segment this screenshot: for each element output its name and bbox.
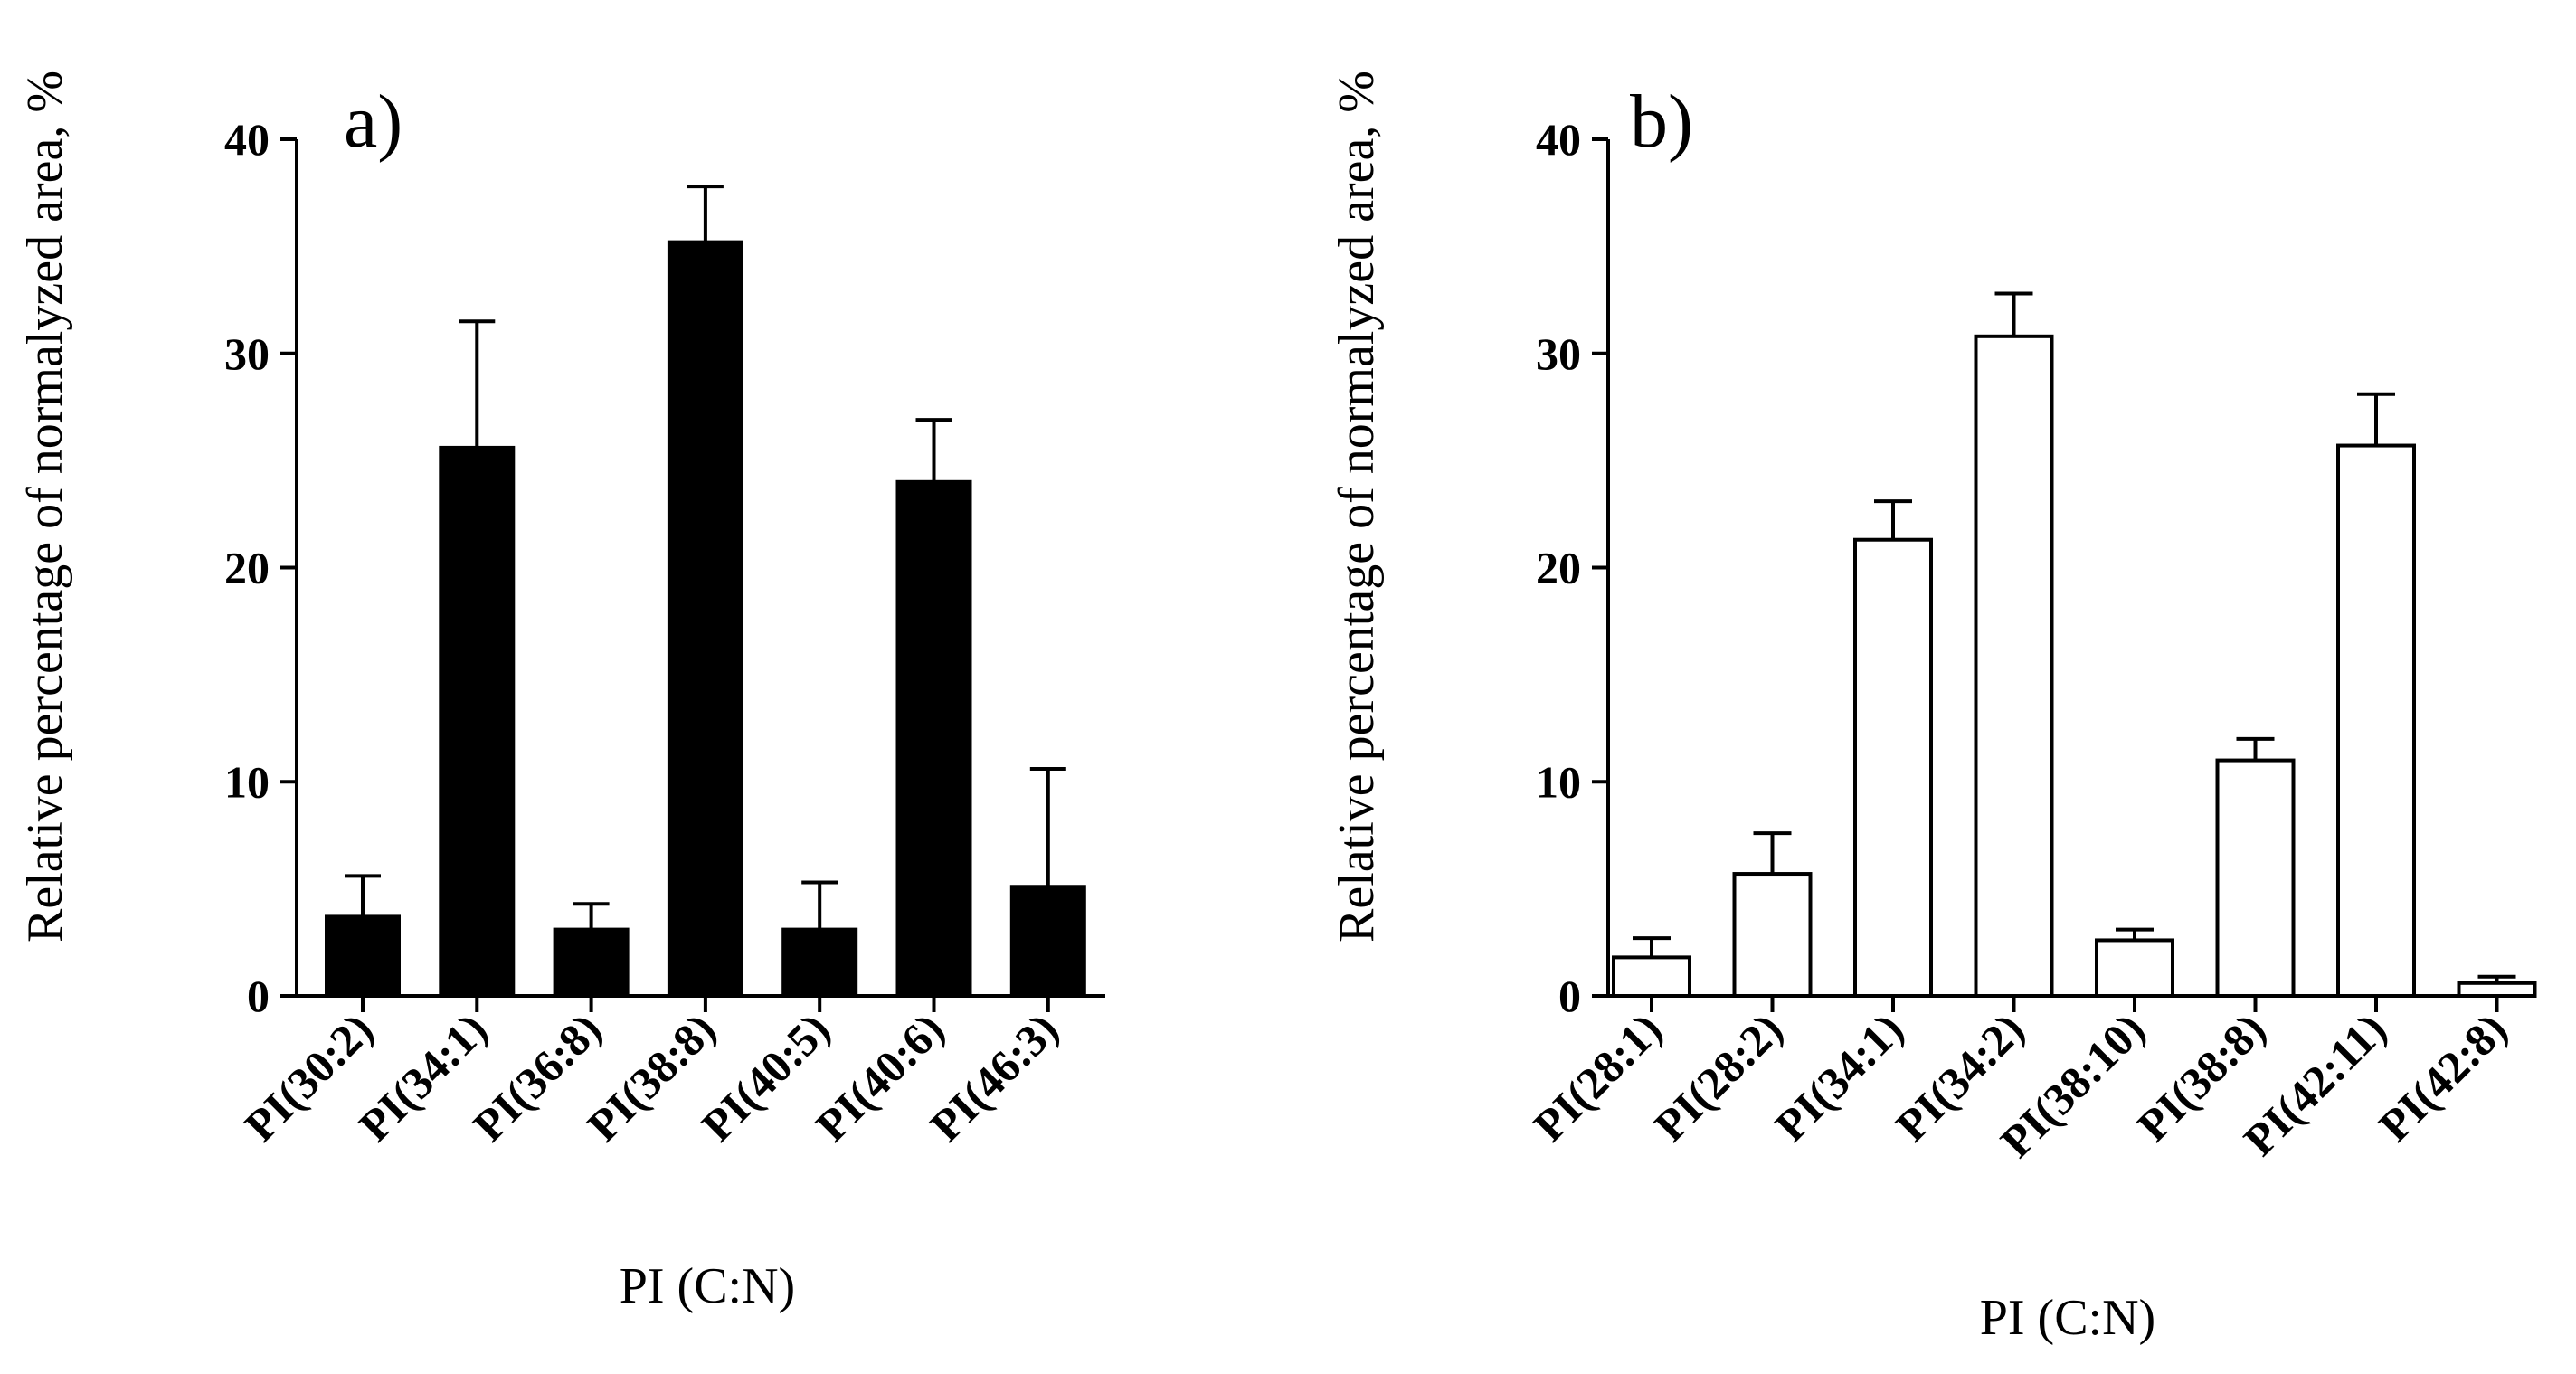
bar (2457, 981, 2537, 999)
bar (325, 914, 401, 999)
x-axis-title: PI (C:N) (1980, 1290, 2155, 1346)
y-tick-label: 10 (1536, 756, 1581, 807)
y-axis-title: Relative percentage of normalyzed area, … (17, 71, 73, 943)
y-tick-label: 30 (224, 328, 270, 379)
y-tick-label: 20 (224, 543, 270, 593)
x-tick-label: PI(40:6) (806, 1003, 953, 1151)
x-tick-label: PI(28:1) (1523, 1003, 1671, 1151)
x-tick-label: PI(28:2) (1644, 1003, 1792, 1151)
y-axis-title: Relative percentage of normalyzed area, … (1329, 71, 1385, 943)
x-tick-label: PI(34:1) (1765, 1003, 1912, 1151)
bar (1853, 537, 1933, 998)
x-axis-title: PI (C:N) (620, 1258, 795, 1314)
bar (553, 927, 630, 999)
bar (781, 927, 858, 999)
x-tick-label: PI(36:8) (463, 1003, 611, 1151)
bar (2095, 938, 2174, 998)
bar (2215, 758, 2296, 998)
y-tick-label: 10 (224, 756, 270, 807)
chart-panel-b: 010203040PI(28:1)PI(28:2)PI(34:1)PI(34:2… (1329, 71, 2537, 1346)
bar (439, 445, 516, 999)
panel-label: a) (344, 80, 402, 164)
bar (2336, 443, 2416, 998)
x-tick-label: PI(34:1) (349, 1003, 497, 1151)
bar (895, 479, 972, 998)
y-tick-label: 40 (224, 114, 270, 165)
y-tick-label: 0 (1558, 971, 1581, 1021)
bar (667, 240, 743, 998)
bar (1612, 955, 1691, 999)
y-tick-label: 40 (1536, 114, 1581, 165)
y-tick-label: 20 (1536, 543, 1581, 593)
bar (1732, 872, 1813, 998)
x-tick-label: PI(40:5) (692, 1003, 839, 1151)
panel-label: b) (1630, 80, 1693, 164)
x-tick-label: PI(38:8) (577, 1003, 724, 1151)
x-tick-label: PI(30:2) (234, 1003, 382, 1151)
x-tick-label: PI(46:3) (920, 1003, 1067, 1151)
bar (1974, 334, 2054, 998)
y-tick-label: 0 (247, 971, 270, 1021)
bar (1009, 885, 1086, 999)
y-tick-label: 30 (1536, 328, 1581, 379)
chart-panel-a: 0 10 20 30 40 PI(30:2)PI(34:1)PI(36:8)PI(38:8… (17, 71, 1105, 1314)
x-tick-label: PI(42:8) (2369, 1003, 2516, 1151)
